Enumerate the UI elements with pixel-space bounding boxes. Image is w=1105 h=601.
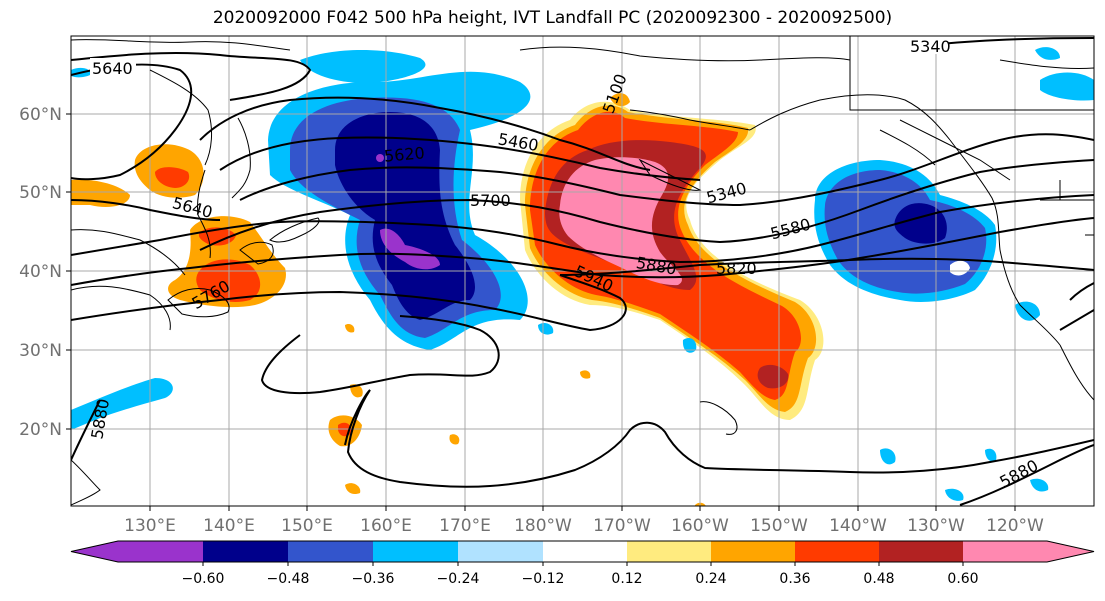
contour-label: 5620 — [383, 143, 425, 165]
colorbar-tick-label: 0.48 — [863, 571, 894, 587]
lon-ticks — [149, 506, 1016, 511]
lon-label: 150°W — [750, 516, 808, 536]
lon-labels: 130°E 140°E 150°E 160°E 170°E 180°W 170°… — [124, 516, 1044, 536]
ivt-negative-scattered — [71, 47, 1060, 501]
lon-label: 170°E — [439, 516, 491, 536]
lon-label: 150°E — [281, 516, 333, 536]
lat-label: 30°N — [19, 341, 62, 361]
height-contours — [71, 37, 1094, 506]
colorbar-tick-label: −0.48 — [267, 571, 310, 587]
map-plot-area: 5340 5640 5100 5460 5620 5340 5640 5700 … — [71, 36, 1094, 506]
lat-label: 40°N — [19, 262, 62, 282]
lon-label: 160°E — [360, 516, 412, 536]
colorbar-tick-label: −0.12 — [522, 571, 565, 587]
colorbar-tick-labels: −0.60 −0.48 −0.36 −0.24 −0.12 0.12 0.24 … — [182, 571, 979, 587]
lon-label: 140°W — [829, 516, 887, 536]
colorbar-tick-label: 0.60 — [947, 571, 978, 587]
colorbar-cell — [795, 541, 879, 562]
contour-label: 5820 — [716, 259, 757, 278]
contour-label: 5700 — [470, 191, 511, 210]
contour-label: 5340 — [910, 37, 951, 56]
map-title: 2020092000 F042 500 hPa height, IVT Land… — [212, 8, 893, 28]
contour-label: 5640 — [92, 59, 133, 78]
lon-label: 180°W — [514, 516, 572, 536]
colorbar-cell — [879, 541, 963, 562]
coastlines — [71, 36, 1094, 506]
colorbar-cell — [203, 541, 288, 562]
lat-label: 50°N — [19, 183, 62, 203]
lon-label: 130°E — [124, 516, 176, 536]
colorbar-cell — [458, 541, 543, 562]
lon-label: 130°W — [907, 516, 965, 536]
ivt-negative-ne-pacific — [814, 72, 1094, 321]
colorbar-cell — [711, 541, 795, 562]
colorbar-tick-label: −0.60 — [182, 571, 225, 587]
colorbar-cell — [627, 541, 711, 562]
graticule — [71, 36, 1094, 506]
colorbar-tick-label: 0.12 — [611, 571, 642, 587]
colorbar-cell — [963, 541, 1094, 562]
lon-label: 120°W — [986, 516, 1044, 536]
ivt-positive-asia — [71, 144, 706, 506]
colorbar-tick-label: 0.36 — [779, 571, 810, 587]
lat-label: 60°N — [19, 105, 62, 125]
lat-ticks — [66, 113, 71, 430]
lat-labels: 60°N 50°N 40°N 30°N 20°N — [19, 105, 62, 440]
colorbar-cell — [71, 541, 203, 562]
colorbar-cell — [288, 541, 373, 562]
colorbar — [70, 540, 1095, 563]
lon-label: 140°E — [203, 516, 255, 536]
colorbar-outline — [70, 540, 1095, 563]
lat-label: 20°N — [19, 420, 62, 440]
colorbar-tick-marks — [202, 562, 964, 566]
colorbar-tick-label: 0.24 — [695, 571, 726, 587]
colorbar-tick-label: −0.24 — [437, 571, 480, 587]
lon-label: 160°W — [671, 516, 729, 536]
colorbar-tick-label: −0.36 — [352, 571, 395, 587]
colorbar-cell — [373, 541, 458, 562]
lon-label: 170°W — [593, 516, 651, 536]
colorbar-cell — [543, 541, 627, 562]
